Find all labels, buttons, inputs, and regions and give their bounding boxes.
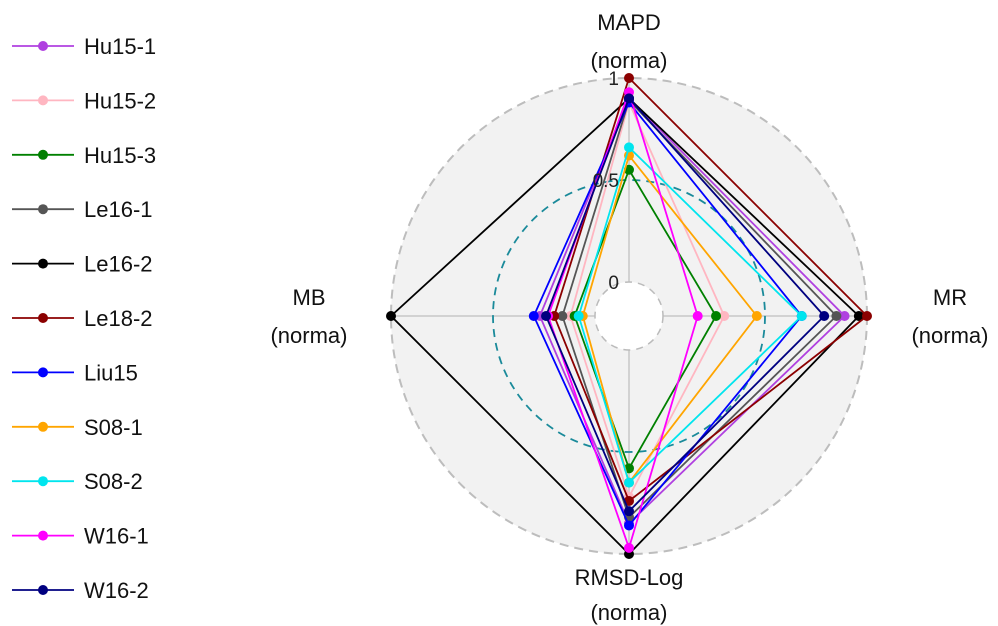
legend-label: Liu15 [84, 360, 138, 385]
grid-ring-0.5 [492, 179, 766, 453]
series-s08-2-point-mb [573, 311, 584, 321]
series-liu15-point-rmsd-log [624, 520, 634, 531]
axis-label-mb: MB [293, 285, 326, 310]
series-liu15-point-mb [528, 311, 539, 321]
series-w16-2-point-mr [819, 311, 830, 321]
axis-label-mapd-unit: (norma) [590, 48, 667, 73]
axis-label-mb-unit: (norma) [270, 323, 347, 348]
radar-axis-labels: MAPD (norma) MR (norma) RMSD-Log (norma) MB (no… [270, 10, 988, 625]
series-le18-2-point-mapd [624, 73, 634, 83]
series-w16-1-point-rmsd-log [624, 542, 634, 553]
legend-label: Le16-2 [84, 252, 153, 277]
legend-item-le18-2: Le18-2 [12, 306, 153, 331]
legend-item-le16-1: Le16-1 [12, 197, 153, 222]
axis-label-mr: MR [933, 285, 967, 310]
legend-swatch-point [38, 476, 48, 487]
axis-label-rmsd-log: RMSD-Log [575, 565, 684, 590]
axis-label-rmsd-log-unit: (norma) [590, 600, 667, 625]
series-le18-2-point-mr [862, 311, 872, 321]
legend-item-le16-2: Le16-2 [12, 252, 153, 277]
legend-item-hu15-1: Hu15-1 [12, 34, 156, 59]
series-s08-2-point-mr [796, 311, 807, 321]
tick-label-0.5: 0.5 [593, 171, 619, 192]
radar-tick-labels: 00.51 [593, 69, 619, 294]
legend-swatch-point [38, 530, 48, 541]
legend-swatch-point [38, 95, 48, 106]
legend-label: W16-1 [84, 524, 149, 549]
series-le16-1-point-mr [831, 311, 842, 321]
legend-item-s08-1: S08-1 [12, 415, 143, 440]
legend-label: Le18-2 [84, 306, 153, 331]
series-le16-2-point-mr [853, 311, 864, 321]
legend: Hu15-1 Hu15-2 Hu15-3 Le16-1 Le16-2 Le18-2 Liu1… [12, 34, 156, 603]
series-s08-1-point-mr [751, 311, 762, 321]
legend-swatch-point [38, 41, 48, 51]
series-hu15-3-point-mr [711, 311, 722, 321]
series-w16-1-point-mr [692, 311, 703, 321]
legend-item-hu15-2: Hu15-2 [12, 88, 156, 113]
legend-swatch-point [38, 367, 48, 378]
series-w16-2-point-mb [541, 311, 552, 321]
series-w16-2-point-mapd [624, 93, 634, 104]
axis-label-mr-unit: (norma) [911, 323, 988, 348]
series-le16-1-point-mb [557, 311, 568, 321]
axis-label-mapd: MAPD [597, 10, 661, 35]
series-le16-2-point-mb [386, 311, 396, 321]
series-hu15-2-point-mr [719, 311, 730, 321]
series-hu15-1-point-mr [839, 311, 850, 321]
series-s08-2-point-rmsd-log [624, 477, 634, 488]
legend-item-s08-2: S08-2 [12, 469, 143, 494]
legend-swatch-point [38, 313, 48, 323]
tick-label-0: 0 [608, 273, 619, 294]
legend-item-w16-2: W16-2 [12, 578, 149, 603]
legend-swatch-point [38, 421, 48, 432]
legend-label: Hu15-1 [84, 34, 156, 59]
series-s08-2-point-mapd [624, 142, 634, 153]
radar-series [386, 73, 872, 559]
series-w16-2-point-rmsd-log [624, 506, 634, 517]
tick-label-1: 1 [608, 69, 619, 90]
legend-label: Hu15-3 [84, 143, 156, 168]
legend-label: Le16-1 [84, 197, 153, 222]
legend-label: Hu15-2 [84, 88, 156, 113]
legend-item-hu15-3: Hu15-3 [12, 143, 156, 168]
legend-swatch-point [38, 585, 48, 595]
legend-label: W16-2 [84, 578, 149, 603]
grid-ring-0 [594, 281, 664, 351]
legend-label: S08-1 [84, 415, 143, 440]
legend-swatch-point [38, 258, 48, 269]
legend-swatch-point [38, 149, 48, 160]
legend-swatch-point [38, 204, 48, 215]
legend-label: S08-2 [84, 469, 143, 494]
legend-item-liu15: Liu15 [12, 360, 138, 385]
radar-inner-disc [595, 282, 663, 350]
legend-item-w16-1: W16-1 [12, 524, 149, 549]
